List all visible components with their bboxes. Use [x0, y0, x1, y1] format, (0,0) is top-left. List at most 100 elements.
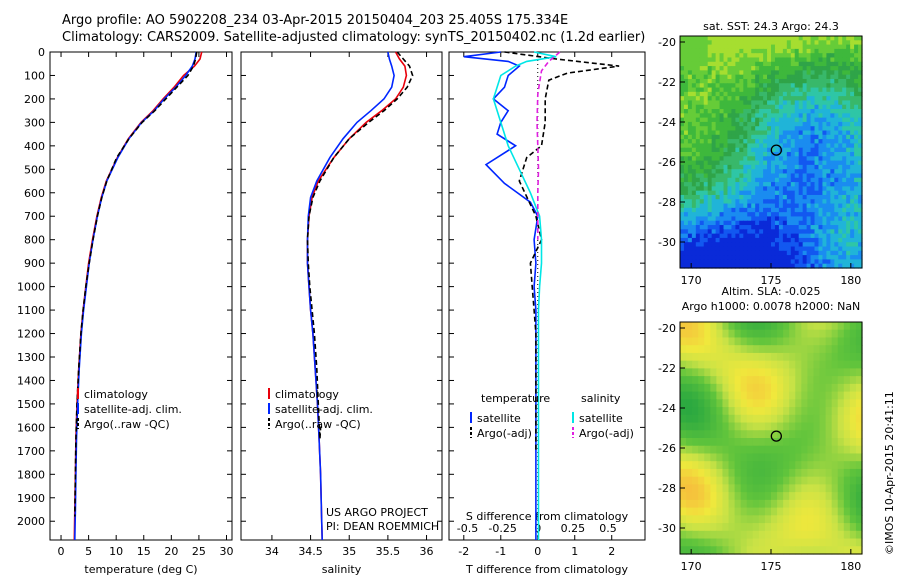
- map-cell: [786, 104, 792, 110]
- map-cell: [855, 352, 863, 362]
- map-cell: [703, 57, 709, 63]
- map-cell: [786, 48, 792, 54]
- map-cell: [814, 143, 820, 149]
- map-cell: [854, 130, 859, 136]
- map-cell: [735, 237, 740, 243]
- map-cell: [798, 177, 804, 183]
- map-cell: [731, 173, 736, 179]
- map-cell: [731, 164, 736, 170]
- map-cell: [767, 194, 772, 200]
- map-cell: [739, 229, 744, 235]
- map-cell: [794, 113, 800, 119]
- map-cell: [698, 360, 705, 369]
- map-cell: [727, 190, 733, 196]
- map-cell: [802, 242, 808, 248]
- map-cell: [759, 169, 764, 175]
- map-cell: [722, 461, 730, 470]
- map-cell: [731, 152, 736, 157]
- map-cell: [807, 329, 815, 339]
- map-cell: [858, 83, 863, 89]
- map-cell: [703, 203, 709, 209]
- map-cell: [755, 169, 760, 175]
- map-cell: [790, 190, 796, 196]
- map-cell: [830, 250, 835, 256]
- map-cell: [807, 399, 815, 408]
- map-cell: [790, 74, 796, 80]
- map-cell: [758, 546, 766, 555]
- map-cell: [683, 143, 689, 149]
- map-cell: [794, 91, 800, 97]
- map-cell: [802, 109, 808, 114]
- map-cell: [830, 109, 835, 114]
- map-cell: [830, 152, 835, 157]
- map-cell: [795, 368, 802, 377]
- map-cell: [771, 360, 778, 369]
- map-cell: [794, 250, 800, 256]
- map-cell: [778, 173, 784, 179]
- map-cell: [691, 109, 697, 114]
- map-cell: [822, 177, 827, 183]
- map-cell: [723, 109, 729, 114]
- map-cell: [727, 160, 733, 166]
- map-cell: [771, 40, 776, 46]
- map-cell: [778, 57, 784, 63]
- map-cell: [731, 156, 736, 162]
- map-cell: [727, 100, 733, 106]
- map-cell: [778, 182, 784, 187]
- map-cell: [727, 61, 733, 67]
- map-cell: [710, 461, 717, 470]
- map-cell: [703, 160, 709, 166]
- map-cell: [854, 186, 859, 192]
- map-cell: [777, 345, 784, 354]
- map-cell: [858, 259, 863, 265]
- map-cell: [806, 225, 812, 230]
- map-cell: [746, 515, 754, 524]
- map-cell: [834, 177, 839, 183]
- map-cell: [783, 430, 790, 439]
- map-cell: [774, 169, 780, 175]
- map-cell: [771, 70, 776, 76]
- map-cell: [680, 507, 687, 516]
- map-cell: [719, 220, 725, 226]
- map-cell: [850, 169, 855, 175]
- map-cell: [759, 87, 764, 93]
- map-cell: [687, 242, 693, 248]
- map-cell: [794, 121, 800, 127]
- map-cell: [814, 113, 820, 119]
- map-cell: [854, 100, 859, 106]
- map-cell: [695, 225, 701, 230]
- y-tick-label: 1900: [17, 492, 45, 505]
- map-cell: [743, 216, 748, 222]
- map-cell: [680, 225, 685, 230]
- map-cell: [778, 220, 784, 226]
- map-cell: [735, 83, 740, 89]
- map-cell: [858, 139, 863, 145]
- map-cell: [764, 538, 772, 547]
- map-cell: [695, 169, 701, 175]
- map-cell: [683, 233, 689, 239]
- map-cell: [774, 91, 780, 97]
- map-cell: [818, 44, 824, 50]
- map-cell: [707, 182, 713, 187]
- map-cell: [716, 422, 724, 431]
- map-cell: [842, 100, 847, 106]
- map-cell: [687, 147, 693, 153]
- map-cell: [703, 66, 709, 71]
- map-cell: [680, 263, 685, 269]
- y-tick-label: -26: [658, 156, 676, 169]
- map-cell: [790, 203, 796, 209]
- map-cell: [846, 143, 851, 149]
- map-cell: [699, 126, 705, 132]
- map-cell: [843, 422, 851, 431]
- map-cell: [838, 164, 843, 170]
- map-cell: [846, 40, 851, 46]
- map-cell: [751, 40, 756, 46]
- map-cell: [764, 399, 772, 408]
- map-cell: [711, 190, 717, 196]
- map-cell: [822, 134, 827, 140]
- map-cell: [807, 546, 815, 555]
- map-cell: [716, 546, 724, 555]
- map-cell: [727, 203, 733, 209]
- map-cell: [794, 66, 800, 71]
- map-cell: [763, 220, 768, 226]
